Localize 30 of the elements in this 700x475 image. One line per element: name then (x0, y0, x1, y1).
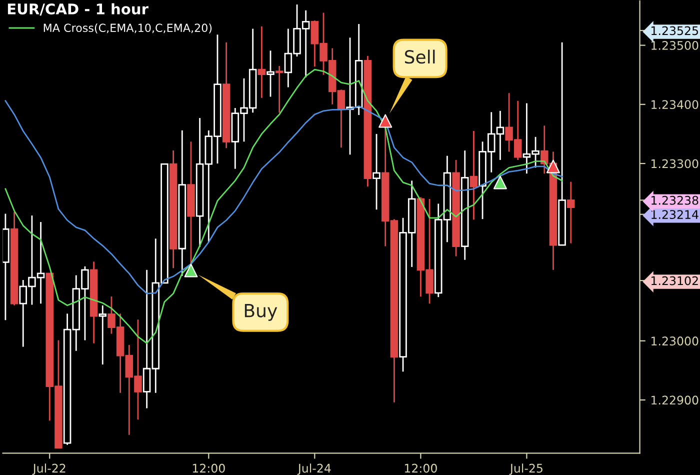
y-tick-label: 1.23500 (652, 41, 698, 50)
annotation: Sell (404, 50, 435, 64)
x-tick-label: Jul-24 (297, 464, 331, 475)
candlestick (275, 65, 284, 114)
y-tick-label: 1.23300 (652, 159, 698, 168)
annotation: Buy (244, 304, 278, 321)
line-series (4, 68, 563, 344)
y-tick-label: 1.23525 (652, 26, 698, 36)
point (184, 264, 198, 278)
y-tick-label: 1.23400 (652, 100, 698, 110)
point (378, 114, 392, 128)
candlestick (470, 130, 478, 220)
candlestick (266, 50, 274, 98)
y-tick-label: 1.22900 (652, 396, 698, 405)
x-tick-label: Jul-25 (509, 464, 542, 475)
x-tick-label: Jul-22 (32, 464, 66, 475)
y-tick-label: 1.23214 (652, 210, 698, 219)
candlestick (98, 304, 107, 366)
point (546, 160, 560, 174)
candlestick (258, 26, 266, 99)
chart-title: EUR/CAD - 1 hour (8, 3, 148, 16)
y-tick-label: 1.23000 (652, 336, 698, 346)
x-tick-label: 12:00 (192, 464, 225, 473)
x-tick-label: 12:00 (404, 464, 437, 473)
y-tick-label: 1.23102 (652, 276, 698, 286)
legend-label: MA Cross(C,EMA,10,C,EMA,20) (44, 23, 212, 34)
candlestick (567, 181, 575, 244)
y-tick-label: 1.23238 (652, 196, 698, 205)
candlestick (372, 133, 380, 210)
point (493, 176, 507, 190)
